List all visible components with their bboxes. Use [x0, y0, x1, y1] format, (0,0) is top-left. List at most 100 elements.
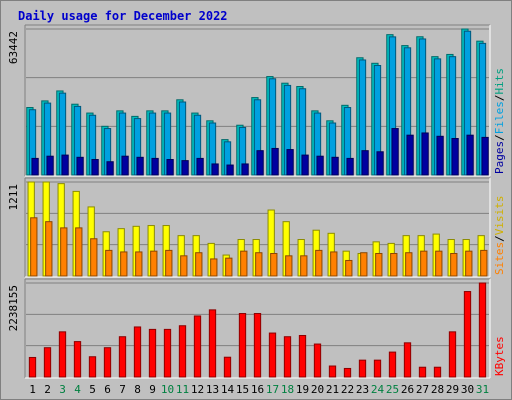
- bar-pages-day-5: [91, 159, 99, 176]
- bar-kbytes-day-undefined: [148, 328, 157, 378]
- bar-kbytes-day-undefined: [253, 313, 262, 378]
- bar-kbytes-day-undefined: [73, 341, 82, 378]
- bar-kbytes-day-undefined: [328, 365, 337, 378]
- panel-2-ymax-label: 2238155: [7, 285, 20, 331]
- bar-pages-day-24: [376, 151, 384, 176]
- bar-kbytes-day-undefined: [193, 315, 202, 378]
- x-tick-label-day-15: 15: [236, 383, 249, 396]
- bar-pages-day-28: [436, 135, 444, 176]
- legend-separator: /: [493, 235, 506, 242]
- x-tick-label-day-10: 10: [161, 383, 174, 396]
- x-tick-label-day-18: 18: [281, 383, 294, 396]
- bar-sites-day-undefined: [180, 255, 188, 277]
- bar-kbytes-day-undefined: [478, 282, 487, 378]
- bar-pages-day-21: [331, 156, 339, 176]
- x-tick-label-day-21: 21: [326, 383, 339, 396]
- bar-pages-day-23: [361, 150, 369, 176]
- bar-pages-day-12: [196, 157, 204, 176]
- bar-pages-day-4: [76, 156, 84, 176]
- bar-pages-day-22: [346, 157, 354, 176]
- x-tick-label-day-23: 23: [356, 383, 369, 396]
- x-tick-label-day-2: 2: [44, 383, 51, 396]
- bar-sites-day-undefined: [480, 249, 488, 277]
- bar-kbytes-day-undefined: [208, 309, 217, 378]
- bar-sites-day-undefined: [30, 217, 38, 277]
- bar-pages-day-9: [151, 157, 159, 176]
- bar-sites-day-undefined: [270, 252, 278, 277]
- x-tick-label-day-28: 28: [431, 383, 444, 396]
- bar-kbytes-day-undefined: [403, 342, 412, 378]
- bar-sites-day-undefined: [75, 227, 83, 277]
- legend-sites: Sites: [493, 242, 506, 275]
- bar-kbytes-day-undefined: [358, 359, 367, 378]
- bar-sites-day-undefined: [330, 251, 338, 277]
- bar-pages-day-25: [391, 128, 399, 176]
- bar-pages-day-20: [316, 155, 324, 176]
- legend-hits: Hits: [493, 68, 506, 95]
- bar-pages-day-31: [481, 136, 489, 176]
- x-tick-label-day-26: 26: [401, 383, 414, 396]
- bar-pages-day-16: [256, 150, 264, 176]
- bar-sites-day-undefined: [315, 249, 323, 277]
- x-tick-label-day-25: 25: [386, 383, 399, 396]
- bar-pages-day-13: [211, 163, 219, 176]
- bar-kbytes-day-undefined: [283, 336, 292, 378]
- bar-kbytes-day-undefined: [178, 325, 187, 378]
- bar-pages-day-8: [136, 156, 144, 176]
- x-tick-label-day-30: 30: [461, 383, 474, 396]
- bar-pages-day-30: [466, 134, 474, 176]
- x-tick-label-day-31: 31: [476, 383, 489, 396]
- bar-sites-day-undefined: [90, 238, 98, 277]
- bar-kbytes-day-undefined: [463, 291, 472, 378]
- bar-sites-day-undefined: [405, 252, 413, 277]
- bar-kbytes-day-undefined: [58, 331, 67, 378]
- legend-separator: /: [493, 95, 506, 102]
- panel-1-ymax-label: 1211: [7, 184, 20, 211]
- bar-kbytes-day-undefined: [298, 334, 307, 378]
- bar-sites-day-undefined: [420, 250, 428, 277]
- bar-pages-day-19: [301, 154, 309, 176]
- bar-sites-day-undefined: [390, 252, 398, 277]
- bar-sites-day-undefined: [165, 249, 173, 277]
- panel-1-legend: Sites/Visits: [493, 196, 506, 276]
- x-tick-label-day-4: 4: [74, 383, 81, 396]
- bar-kbytes-day-undefined: [43, 347, 52, 378]
- x-tick-label-day-20: 20: [311, 383, 324, 396]
- panel-0-legend: Pages/Files/Hits: [493, 68, 506, 174]
- legend-pages: Pages: [493, 141, 506, 174]
- x-tick-label-day-16: 16: [251, 383, 264, 396]
- x-tick-label-day-24: 24: [371, 383, 385, 396]
- x-tick-label-day-19: 19: [296, 383, 309, 396]
- bar-sites-day-undefined: [135, 251, 143, 277]
- x-tick-label-day-17: 17: [266, 383, 279, 396]
- bar-pages-day-18: [286, 149, 294, 176]
- bar-sites-day-undefined: [210, 258, 218, 277]
- x-tick-label-day-13: 13: [206, 383, 219, 396]
- x-tick-label-day-29: 29: [446, 383, 459, 396]
- bar-kbytes-day-undefined: [343, 367, 352, 378]
- x-tick-label-day-11: 11: [176, 383, 189, 396]
- bar-kbytes-day-undefined: [118, 336, 127, 378]
- panel-0-ymax-label: 63442: [7, 31, 20, 64]
- bar-pages-day-3: [61, 154, 69, 176]
- x-tick-label-day-9: 9: [149, 383, 156, 396]
- bar-pages-day-14: [226, 164, 234, 176]
- bar-sites-day-undefined: [120, 251, 128, 277]
- bar-sites-day-undefined: [105, 249, 113, 277]
- bar-kbytes-day-undefined: [418, 366, 427, 378]
- bar-pages-day-2: [46, 155, 54, 176]
- bar-sites-day-undefined: [300, 255, 308, 277]
- bar-sites-day-undefined: [450, 252, 458, 277]
- bar-kbytes-day-undefined: [28, 356, 37, 378]
- bar-kbytes-day-undefined: [313, 343, 322, 378]
- bar-kbytes-day-undefined: [268, 332, 277, 378]
- x-tick-label-day-7: 7: [119, 383, 126, 396]
- bar-sites-day-undefined: [285, 255, 293, 277]
- bar-pages-day-6: [106, 161, 114, 176]
- bar-kbytes-day-undefined: [448, 331, 457, 378]
- bar-pages-day-7: [121, 155, 129, 176]
- x-tick-label-day-12: 12: [191, 383, 204, 396]
- bar-sites-day-undefined: [195, 252, 203, 277]
- bar-sites-day-undefined: [375, 252, 383, 277]
